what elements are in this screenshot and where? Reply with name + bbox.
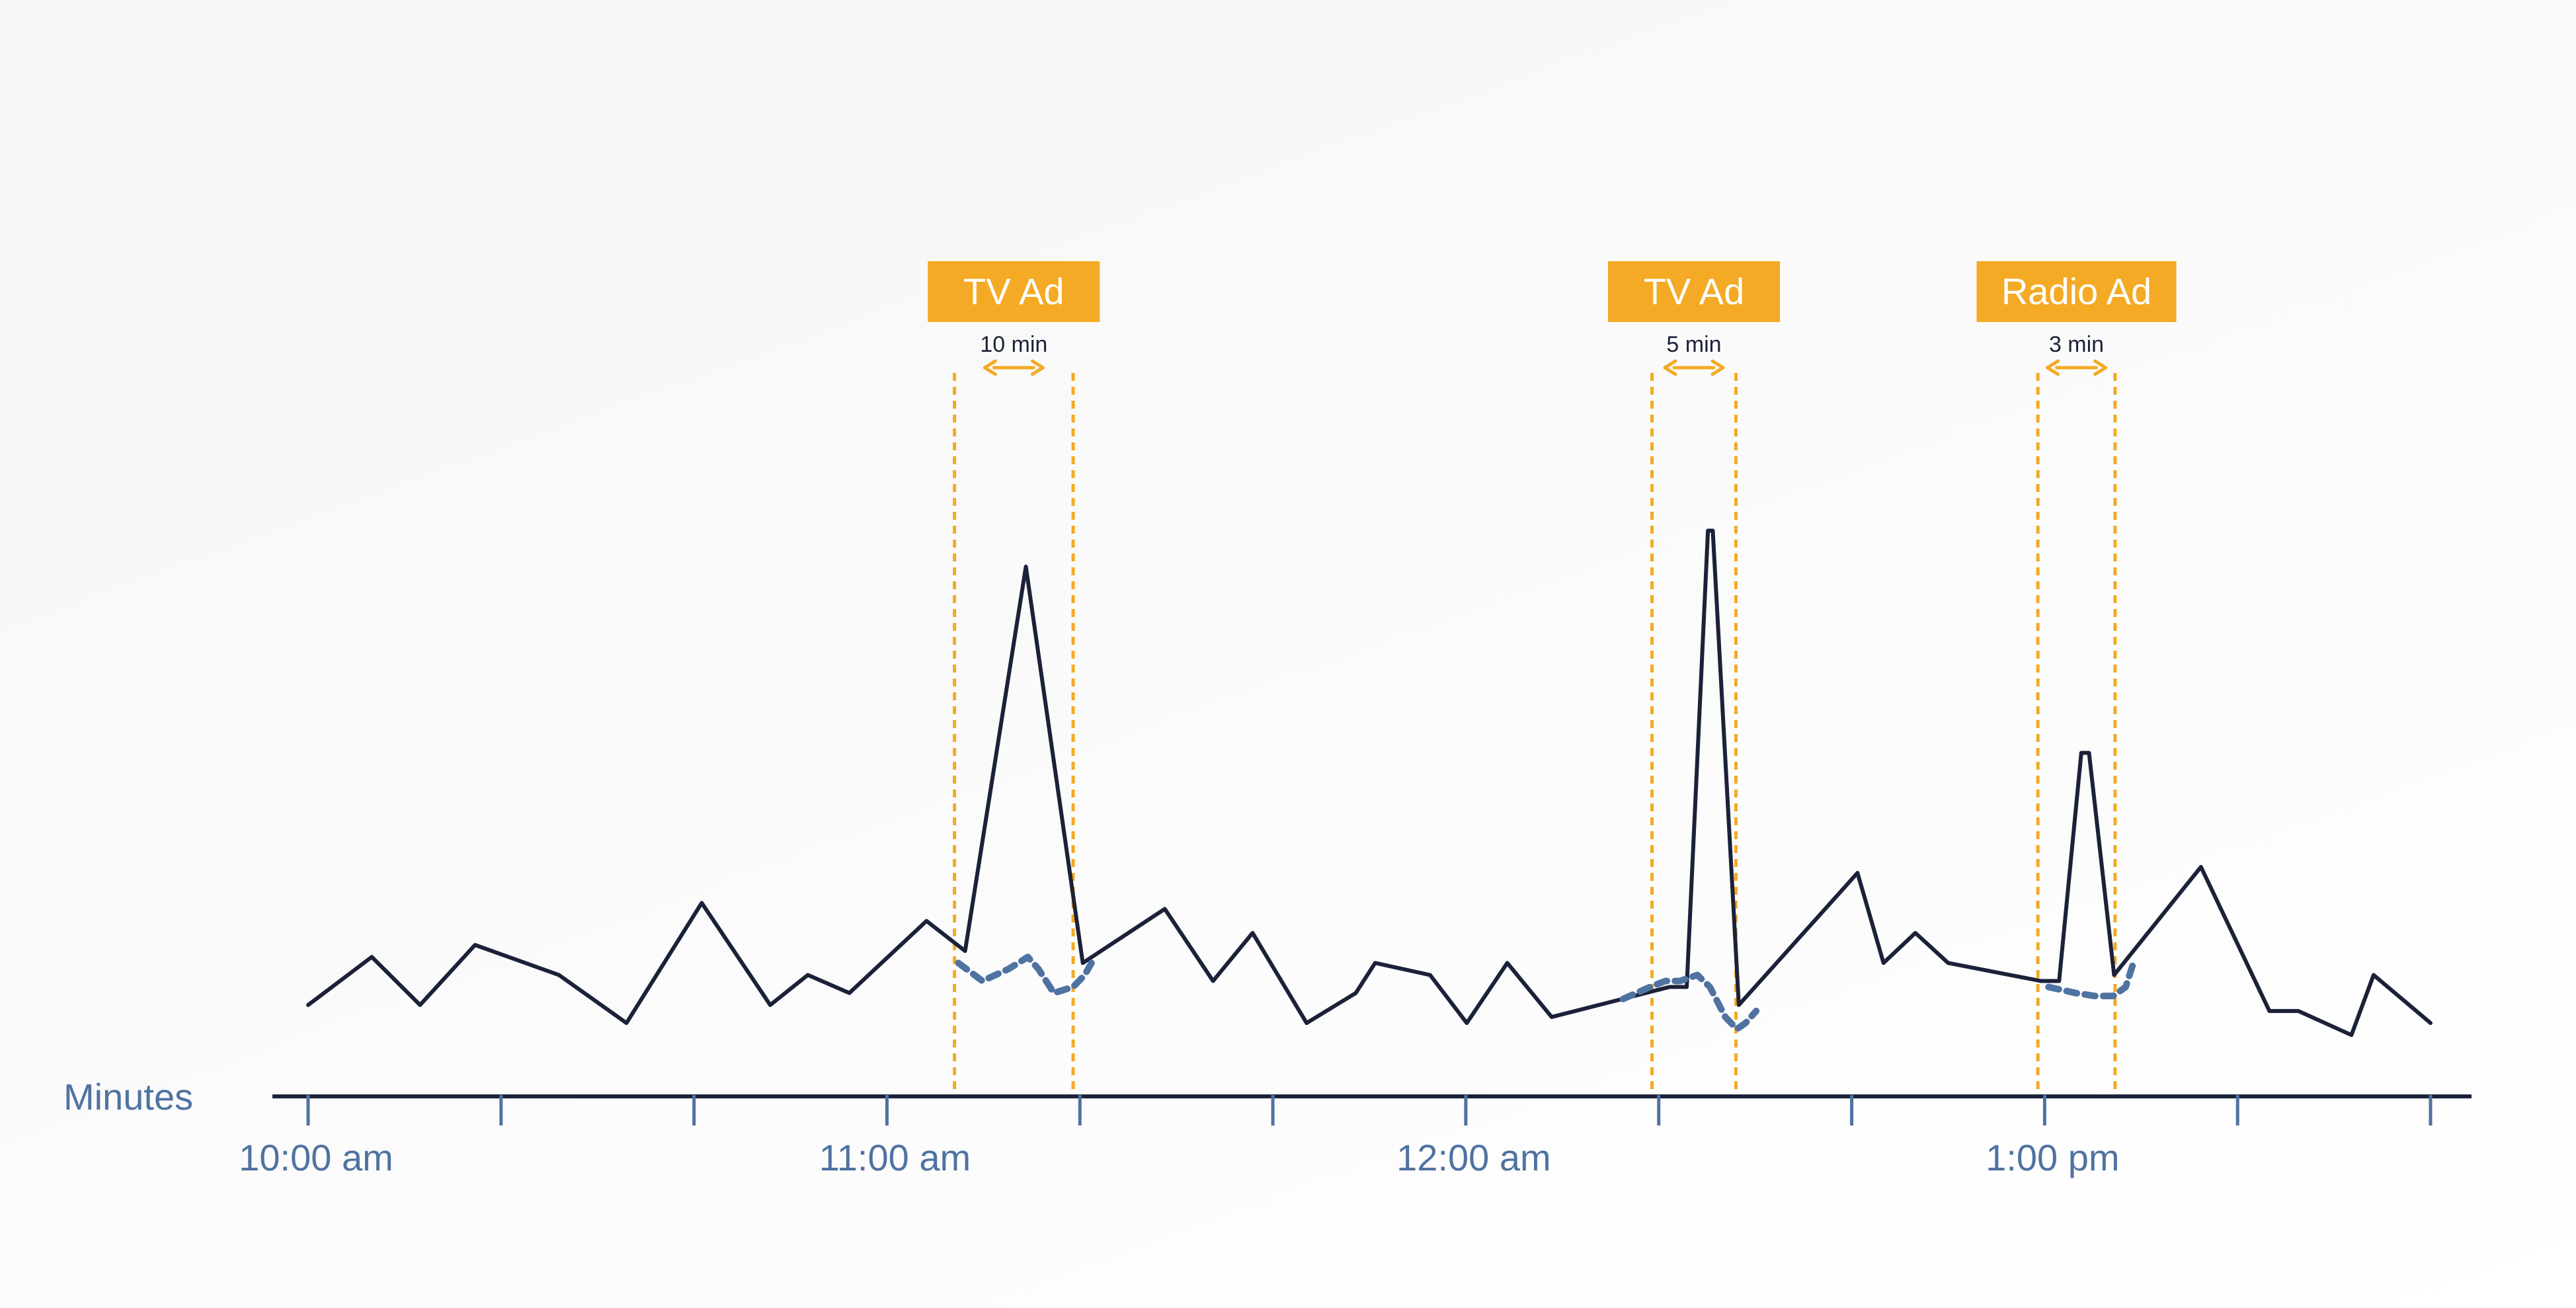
x-tick-label: 10:00 am — [239, 1137, 393, 1178]
ad-label-box — [928, 261, 1100, 322]
x-tick-label: 12:00 am — [1396, 1137, 1551, 1178]
ad-label: TV Ad — [1644, 270, 1745, 312]
ad-label: TV Ad — [963, 270, 1065, 312]
baseline-dashed-line — [955, 954, 1095, 997]
ad-label-box — [1607, 261, 1780, 322]
ad-annotations: TV Ad 10 min TV Ad 5 min Radio Ad 3 min — [928, 261, 2177, 1096]
x-tick-label: 1:00 pm — [1986, 1137, 2119, 1178]
baseline-dashed-line — [2045, 960, 2137, 1000]
ad-label-box — [1976, 261, 2177, 322]
duration-arrow — [1663, 359, 1725, 376]
ad-duration-label: 10 min — [980, 332, 1047, 357]
ad-duration-label: 5 min — [1666, 332, 1721, 357]
baseline-dashed-line — [1619, 971, 1760, 1033]
duration-arrow — [2046, 359, 2108, 376]
x-tick-label: 11:00 am — [819, 1137, 971, 1178]
x-axis: 10:00 am 11:00 am 12:00 am 1:00 pm — [239, 1094, 2472, 1178]
series-layer — [306, 528, 2433, 1038]
traffic-line — [306, 528, 2433, 1038]
ad-duration-label: 3 min — [2049, 332, 2104, 357]
y-axis-label: Minutes — [63, 1076, 193, 1118]
duration-arrow — [983, 359, 1045, 376]
ad-label: Radio Ad — [2001, 270, 2152, 312]
